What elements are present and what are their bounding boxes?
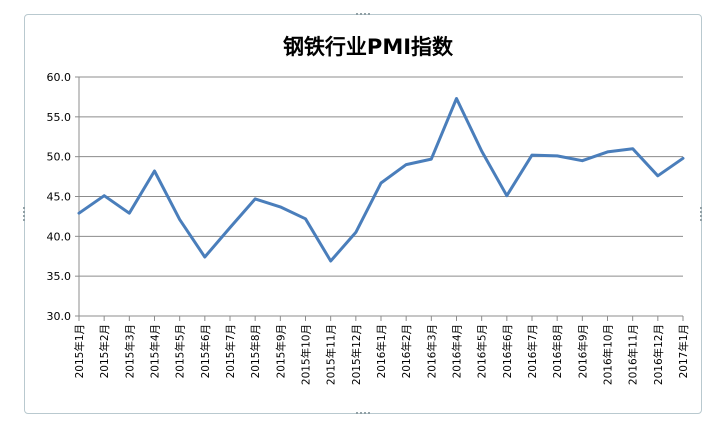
data-point — [631, 147, 635, 151]
data-point — [681, 156, 685, 160]
chart-title: 钢铁行业PMI指数 — [283, 35, 454, 59]
data-point — [278, 205, 282, 209]
y-tick-label: 55.0 — [47, 111, 72, 124]
x-tick-label: 2015年7月 — [224, 324, 237, 378]
data-point — [455, 97, 459, 101]
pmi-series-line — [77, 97, 685, 263]
data-point — [253, 197, 257, 201]
resize-handle-left[interactable] — [22, 206, 26, 222]
data-point — [354, 230, 358, 234]
x-tick-label: 2017年1月 — [677, 324, 690, 378]
chart-frame — [24, 14, 702, 414]
data-point — [530, 153, 534, 157]
x-tick-label: 2016年2月 — [400, 324, 413, 378]
data-point — [178, 218, 182, 222]
data-point — [304, 217, 308, 221]
data-point — [228, 226, 232, 230]
x-tick-label: 2015年9月 — [274, 324, 287, 378]
x-tick-label: 2015年11月 — [325, 324, 338, 385]
x-tick-label: 2015年12月 — [350, 324, 363, 385]
x-tick-label: 2016年6月 — [501, 324, 514, 378]
data-point — [480, 149, 484, 153]
y-tick-label: 40.0 — [47, 230, 72, 243]
data-point — [153, 169, 157, 173]
data-point — [505, 194, 509, 198]
data-point — [77, 211, 81, 215]
data-point — [606, 150, 610, 154]
x-tick-label: 2016年5月 — [476, 324, 489, 378]
x-tick-label: 2015年2月 — [98, 324, 111, 378]
x-tick-label: 2015年8月 — [249, 324, 262, 378]
y-tick-label: 35.0 — [47, 270, 72, 283]
x-tick-label: 2015年5月 — [174, 324, 187, 378]
x-tick-label: 2015年10月 — [300, 324, 313, 385]
x-tick-label: 2016年1月 — [375, 324, 388, 378]
data-point — [329, 259, 333, 263]
y-tick-label: 45.0 — [47, 191, 72, 204]
resize-handle-bottom[interactable] — [355, 411, 371, 415]
data-point — [580, 159, 584, 163]
x-tick-label: 2016年10月 — [602, 324, 615, 385]
resize-handle-top[interactable] — [355, 12, 371, 16]
data-point — [429, 157, 433, 161]
data-point — [404, 163, 408, 167]
data-point — [656, 174, 660, 178]
x-tick-label: 2016年7月 — [526, 324, 539, 378]
y-tick-label: 50.0 — [47, 151, 72, 164]
x-tick-label: 2015年1月 — [73, 324, 86, 378]
y-tick-label: 60.0 — [47, 71, 72, 84]
x-tick-label: 2016年12月 — [652, 324, 665, 385]
data-point — [555, 154, 559, 158]
x-tick-label: 2016年4月 — [451, 324, 464, 378]
data-point — [379, 181, 383, 185]
data-point — [127, 211, 131, 215]
x-tick-label: 2015年3月 — [123, 324, 136, 378]
x-tick-label: 2016年8月 — [551, 324, 564, 378]
x-tick-label: 2015年6月 — [199, 324, 212, 378]
x-tick-label: 2016年9月 — [576, 324, 589, 378]
x-tick-label: 2015年4月 — [149, 324, 162, 378]
data-point — [203, 255, 207, 259]
x-tick-label: 2016年11月 — [627, 324, 640, 385]
x-tick-label: 2016年3月 — [425, 324, 438, 378]
data-point — [102, 194, 106, 198]
y-tick-label: 30.0 — [47, 310, 72, 323]
resize-handle-right[interactable] — [699, 206, 703, 222]
